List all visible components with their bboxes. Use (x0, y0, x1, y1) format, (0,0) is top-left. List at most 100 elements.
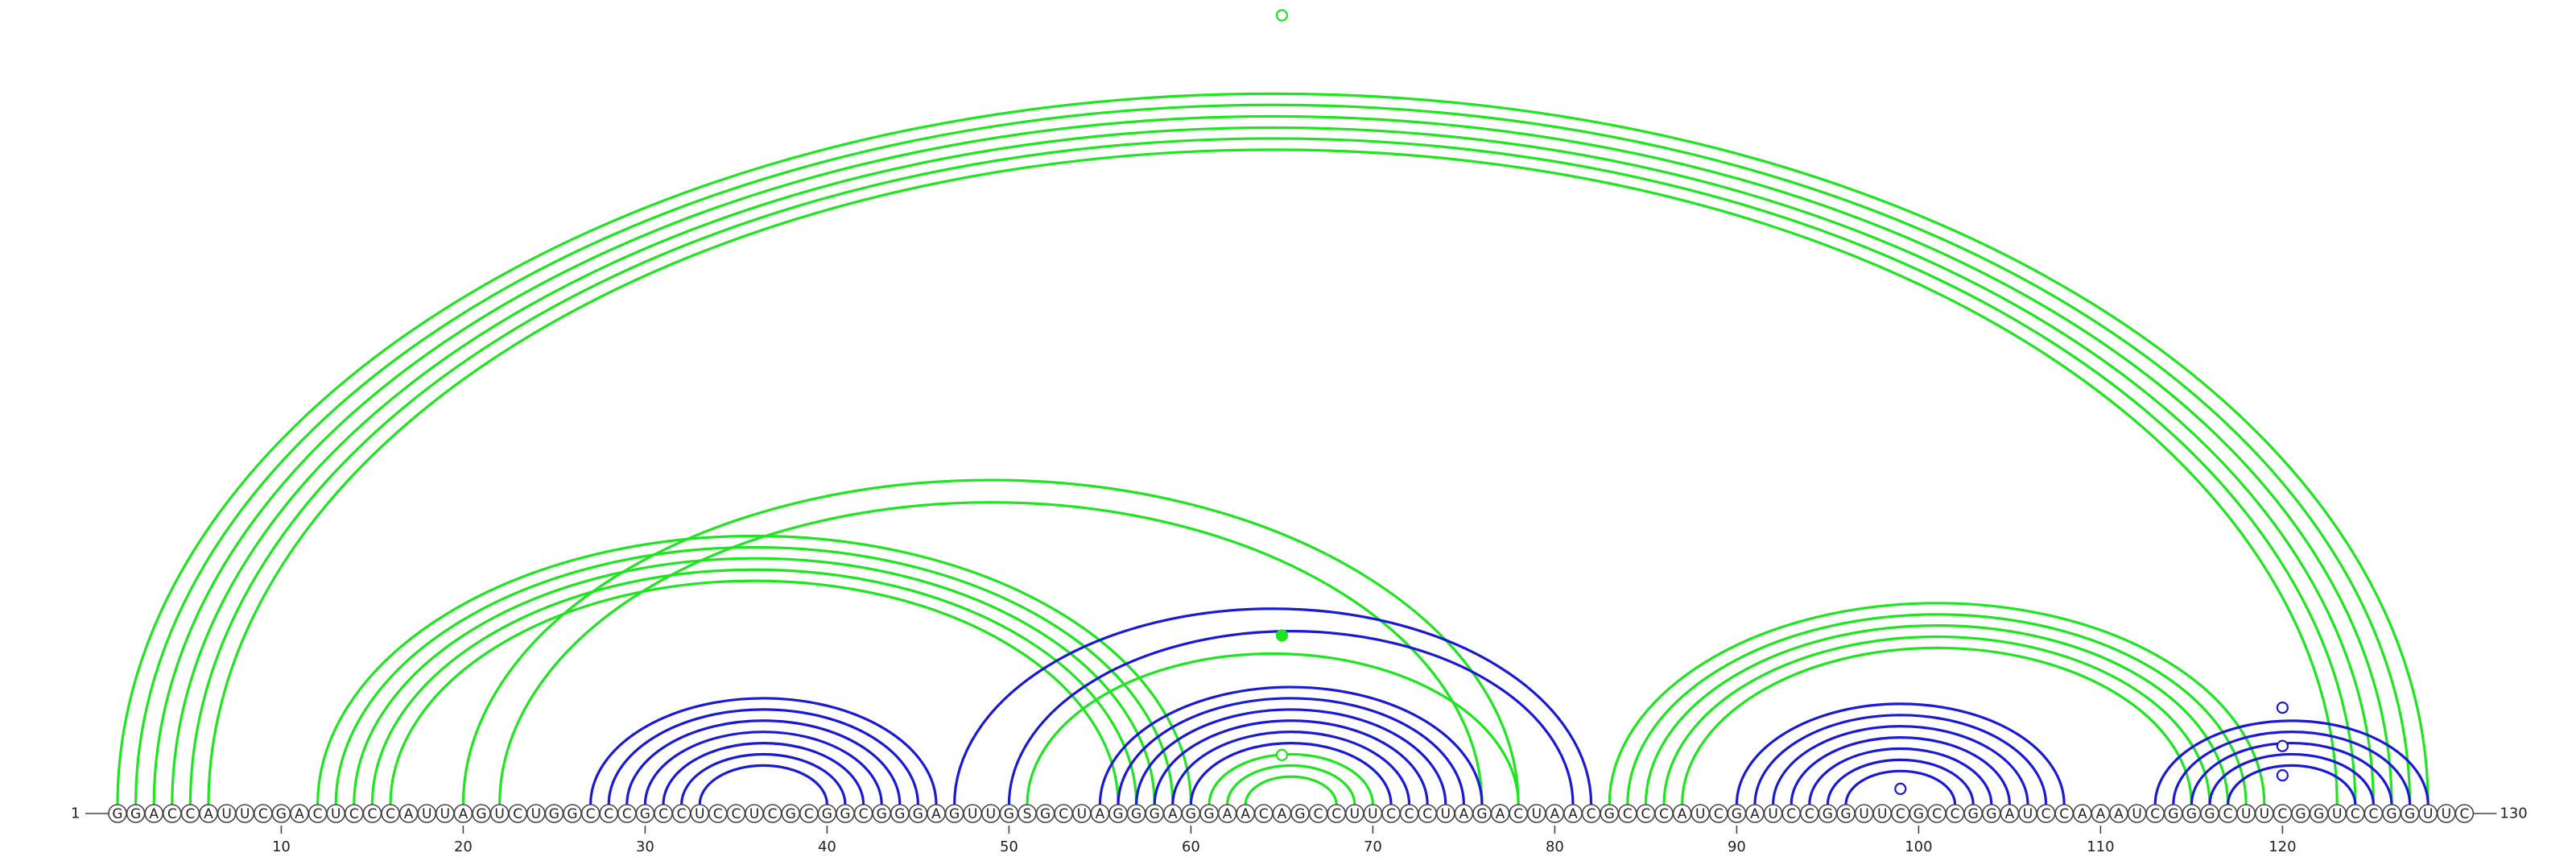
nucleotide-letter: U (240, 806, 250, 822)
nucleotide-116: G (2200, 804, 2219, 823)
nucleotide-106: U (2018, 804, 2037, 823)
nucleotide-letter: G (840, 806, 850, 822)
tick-label-30: 30 (636, 838, 654, 855)
base-pair-arc-blue-30-43 (643, 731, 883, 805)
nucleotide-124: C (2346, 804, 2365, 823)
nucleotide-letter: U (440, 806, 450, 822)
nucleotide-38: G (781, 804, 801, 823)
nucleotide-37: C (762, 804, 782, 823)
sequence-backbone: 1 130 (71, 805, 2528, 822)
nucleotide-letter: G (567, 806, 577, 822)
nucleotide-121: G (2291, 804, 2310, 823)
nucleotide-3: A (144, 804, 163, 823)
nucleotide-letter: U (1695, 806, 1705, 822)
nucleotide-8: U (235, 804, 255, 823)
nucleotide-86: C (1654, 804, 1674, 823)
nucleotide-letter: A (931, 806, 941, 822)
nucleotide-34: C (708, 804, 728, 823)
nucleotide-letter: A (2096, 806, 2106, 822)
nucleotide-letter: A (1750, 806, 1760, 822)
nucleotide-letter: C (1623, 806, 1633, 822)
nucleotide-47: G (944, 804, 964, 823)
tick-label-10: 10 (272, 838, 291, 855)
nucleotide-letter: A (1223, 806, 1232, 822)
nucleotide-letter: C (2223, 806, 2233, 822)
base-pair-arc-blue-113-128 (2153, 719, 2429, 805)
arc-marker-0 (1275, 9, 1289, 22)
nucleotide-5: C (180, 804, 200, 823)
nucleotide-28: C (599, 804, 619, 823)
base-pair-arc-green-83-119 (1608, 602, 2266, 805)
nucleotide-letter: G (276, 806, 287, 822)
nucleotide-56: G (1108, 804, 1128, 823)
nucleotide-128: U (2418, 804, 2438, 823)
nucleotide-9: C (253, 804, 273, 823)
nucleotide-letter: C (731, 806, 741, 822)
nucleotide-letter: U (1350, 806, 1360, 822)
nucleotide-58: G (1145, 804, 1164, 823)
nucleotide-22: U (489, 804, 510, 823)
nucleotide-78: C (1509, 804, 1528, 823)
arc-marker-1 (1275, 629, 1289, 642)
nucleotide-letter: U (494, 806, 504, 822)
nucleotide-letter: G (1840, 806, 1851, 822)
base-pair-arc-blue-60-71 (1189, 742, 1393, 805)
nucleotide-letter: C (1951, 806, 1960, 822)
nucleotide-102: C (1945, 804, 1965, 823)
nucleotide-19: U (435, 804, 455, 823)
nucleotide-73: C (1418, 804, 1437, 823)
nucleotide-91: A (1745, 804, 1765, 823)
nucleotide-20: A (453, 804, 473, 823)
nucleotide-letter: A (1550, 806, 1560, 822)
nucleotide-letter: U (1077, 806, 1087, 822)
nucleotide-letter: A (1096, 806, 1105, 822)
nucleotide-letter: C (1641, 806, 1650, 822)
base-pair-arc-green-61-70 (1208, 752, 1374, 805)
nucleotide-122: G (2309, 804, 2329, 823)
base-pair-arc-blue-90-108 (1735, 702, 2066, 805)
nucleotide-letter: C (2277, 806, 2287, 822)
nucleotide-letter: G (1004, 806, 1014, 822)
nucleotide-letter: G (2295, 806, 2306, 822)
tick-label-50: 50 (1000, 838, 1018, 855)
nucleotide-letter: S (1023, 806, 1032, 822)
nucleotide-letter: A (1496, 806, 1505, 822)
nucleotide-letter: A (1678, 806, 1687, 822)
nucleotide-29: C (617, 804, 637, 823)
nucleotide-98: U (1872, 804, 1892, 823)
base-pair-arc-blue-33-40 (698, 764, 828, 805)
base-pair-arc-blue-55-76 (1098, 685, 1484, 805)
base-pair-arc-green-2-127 (134, 103, 2412, 805)
nucleotide-letter: C (1422, 806, 1432, 822)
nucleotide-letter: C (768, 806, 778, 822)
nucleotide-letter: C (185, 806, 195, 822)
base-pair-arc-green-12-60 (316, 534, 1192, 805)
nucleotide-letter: G (130, 806, 141, 822)
nucleotide-letter: U (1368, 806, 1377, 822)
nucleotide-letter: G (1203, 806, 1214, 822)
nucleotide-97: U (1854, 804, 1874, 823)
nucleotide-70: U (1363, 804, 1383, 823)
nucleotide-letter: C (2368, 806, 2378, 822)
base-pair-arc-green-13-59 (334, 545, 1174, 805)
tick-label-70: 70 (1364, 838, 1382, 855)
nucleotide-letter: U (968, 806, 977, 822)
nucleotide-23: C (508, 804, 528, 823)
nucleotide-1: G (108, 804, 127, 823)
nucleotide-letter: A (2078, 806, 2087, 822)
nucleotide-93: C (1781, 804, 1801, 823)
nucleotide-letter: C (1805, 806, 1814, 822)
base-pair-arc-blue-95-103 (1826, 758, 1975, 805)
nucleotide-44: G (890, 804, 910, 823)
base-pair-arc-blue-117-124 (2227, 764, 2357, 805)
nucleotide-letter: G (877, 806, 887, 822)
nucleotide-59: A (1163, 804, 1183, 823)
nucleotide-16: C (381, 804, 400, 823)
nucleotide-51: S (1018, 804, 1037, 823)
nucleotide-53: C (1054, 804, 1073, 823)
nucleotide-letter: C (1405, 806, 1414, 822)
base-pair-arc-blue-93-105 (1790, 736, 2011, 805)
base-pair-arc-blue-27-46 (589, 697, 938, 805)
base-pair-arc-green-5-124 (188, 137, 2357, 805)
